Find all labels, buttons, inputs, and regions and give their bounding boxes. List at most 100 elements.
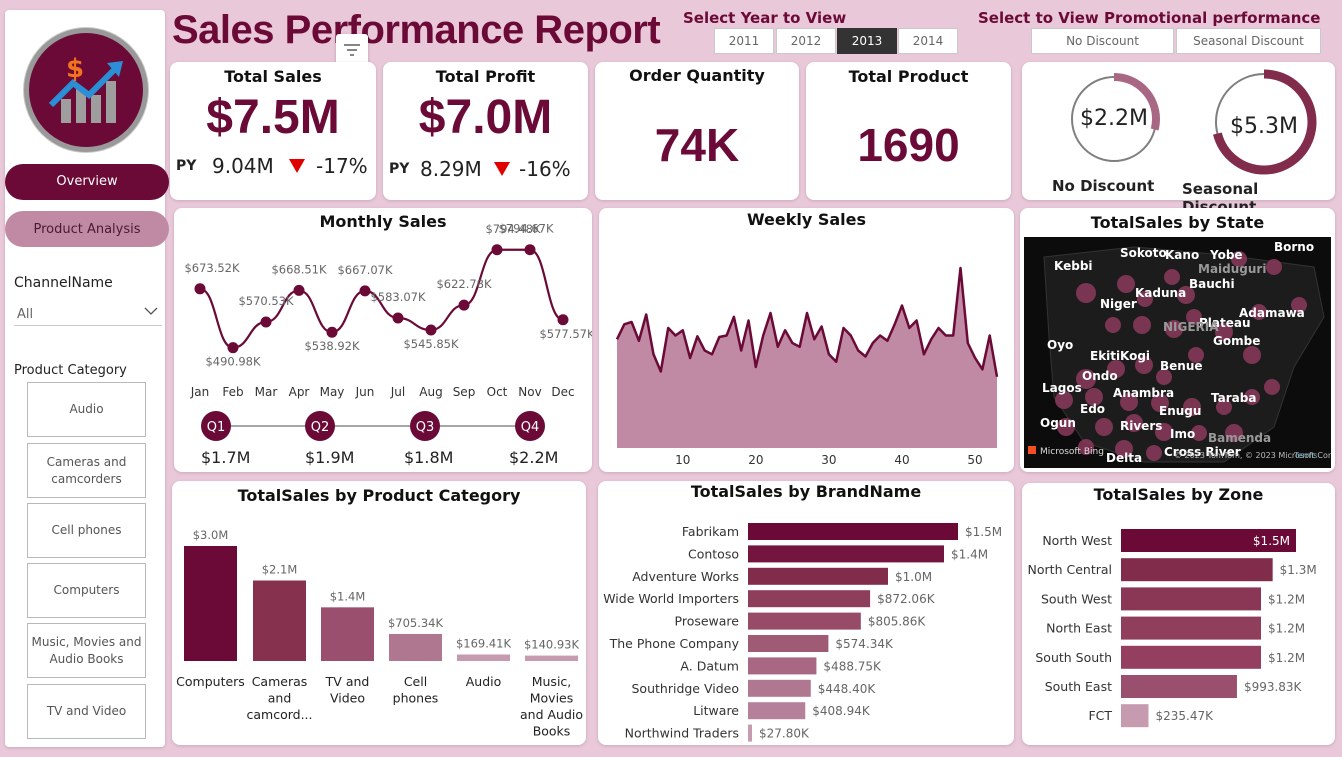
zone-bar-chart: North West $1.5M North Central $1.3M South W… [1028,529,1317,728]
state-bubble[interactable] [1055,391,1073,409]
monthly-sales-point[interactable] [293,284,305,296]
brand-bar[interactable] [748,724,752,742]
brand-bar[interactable] [748,523,958,540]
brand-bar[interactable] [748,657,817,675]
category-bar[interactable] [525,655,578,661]
category-cell-phones-button[interactable]: Cell phones [27,503,146,558]
page-title: Sales Performance Report [172,8,661,52]
state-bubble[interactable] [1264,379,1280,395]
state-bubble[interactable] [1146,445,1162,461]
brand-bar[interactable] [748,567,888,585]
monthly-sales-point[interactable] [227,342,239,354]
state-bubble[interactable] [1183,398,1201,416]
monthly-sales-point[interactable] [458,299,470,311]
monthly-sales-point[interactable] [491,244,503,256]
state-bubble[interactable] [1225,424,1243,442]
zone-bar[interactable] [1121,558,1273,582]
zone-bar[interactable] [1121,704,1149,728]
monthly-sales-point[interactable] [194,283,206,295]
year-2012-button[interactable]: 2012 [776,28,836,54]
state-bubble[interactable] [1155,423,1173,441]
state-bubble[interactable] [1115,440,1133,458]
state-bubble[interactable] [1117,275,1135,293]
zone-bar[interactable] [1121,587,1261,611]
state-bubble[interactable] [1231,251,1247,267]
state-bubble[interactable] [1164,269,1180,285]
state-bubble[interactable] [1151,394,1169,412]
seasonal-discount-button[interactable]: Seasonal Discount [1176,28,1321,54]
map-terms-link[interactable]: Terms [1293,451,1318,460]
brand-bar[interactable] [748,702,806,720]
state-bubble[interactable] [1266,259,1282,275]
monthly-sales-point[interactable] [524,244,536,256]
brand-bar[interactable] [748,612,861,630]
quarter-marker[interactable] [410,411,440,441]
category-bar[interactable] [253,580,306,662]
no-discount-button[interactable]: No Discount [1031,28,1174,54]
quarter-marker[interactable] [515,411,545,441]
monthly-sales-point[interactable] [359,285,371,297]
category-cameras-button[interactable]: Cameras and camcorders [27,443,146,498]
nav-product-analysis-button[interactable]: Product Analysis [5,211,169,247]
category-audio-button[interactable]: Audio [27,382,146,437]
state-bubble[interactable] [1085,388,1103,406]
state-bubble[interactable] [1177,286,1195,304]
brand-bar[interactable] [748,679,811,697]
quarter-marker[interactable] [305,411,335,441]
state-bubble[interactable] [1188,347,1204,363]
state-bubble[interactable] [1137,291,1153,307]
channel-dropdown[interactable]: All [14,298,162,326]
quarter-marker[interactable] [201,411,231,441]
category-music-button[interactable]: Music, Movies and Audio Books [27,623,146,678]
monthly-sales-point[interactable] [260,316,272,328]
brand-bar[interactable] [748,590,871,608]
category-computers-button[interactable]: Computers [27,563,146,618]
state-bubble[interactable] [1186,309,1202,325]
monthly-sales-point[interactable] [326,326,338,338]
zone-bar[interactable] [1121,645,1261,669]
state-bubble[interactable] [1243,346,1261,364]
brand-bar[interactable] [748,545,944,563]
state-bubble[interactable] [1125,414,1143,432]
monthly-sales-point[interactable] [557,314,569,326]
q4-value: $2.2M [509,448,559,467]
state-bubble[interactable] [1078,439,1094,455]
category-tv-button[interactable]: TV and Video [27,684,146,739]
category-bar[interactable] [321,607,374,661]
state-bubble[interactable] [1291,297,1307,313]
year-2014-button[interactable]: 2014 [898,28,958,54]
category-bar[interactable] [457,654,510,661]
state-bubble[interactable] [1076,369,1096,389]
state-bubble[interactable] [1076,283,1096,303]
state-bubble[interactable] [1216,399,1232,415]
zone-bar[interactable] [1121,529,1296,552]
year-2011-button[interactable]: 2011 [714,28,774,54]
total-sales-py-value: 9.04M [212,154,274,178]
monthly-sales-point[interactable] [425,324,437,336]
year-2013-button[interactable]: 2013 [837,28,897,54]
state-bubble[interactable] [1105,317,1121,333]
state-bubble[interactable] [1156,369,1172,385]
state-bubble[interactable] [1057,418,1075,436]
state-label: Ogun [1040,416,1076,430]
category-bar[interactable] [184,546,237,661]
category-bar[interactable] [389,633,442,661]
zone-bar[interactable] [1121,616,1261,640]
state-bubble[interactable] [1135,356,1153,374]
state-label: Gombe [1213,334,1260,348]
state-bubble[interactable] [1215,323,1233,341]
state-bubble[interactable] [1251,304,1267,320]
state-bubble[interactable] [1133,316,1151,334]
zone-bar[interactable] [1121,675,1237,698]
nav-overview-button[interactable]: Overview [5,164,169,200]
state-bubble[interactable] [1191,425,1207,441]
brand-bar[interactable] [748,635,829,652]
state-bubble[interactable] [1107,360,1125,378]
state-bubble[interactable] [1095,418,1113,436]
state-bubble[interactable] [1165,320,1183,338]
state-bubble[interactable] [1120,393,1138,411]
filter-icon[interactable] [336,34,368,66]
state-bubble[interactable] [1244,389,1260,405]
monthly-sales-point[interactable] [392,312,404,324]
